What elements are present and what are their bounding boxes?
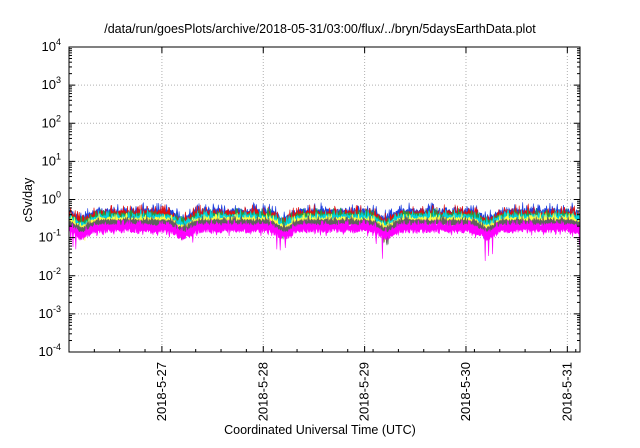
- y-tick-label: 104: [42, 37, 61, 54]
- y-tick-label: 101: [42, 151, 61, 168]
- x-axis-label: Coordinated Universal Time (UTC): [224, 423, 416, 437]
- x-tick-label: 2018-5-31: [559, 362, 574, 421]
- y-tick-exponent: -3: [53, 304, 61, 314]
- series-band-6: [68, 219, 581, 262]
- y-tick-exponent: 4: [56, 37, 61, 47]
- y-tick-exponent: -2: [53, 266, 61, 276]
- y-tick-label: 10-3: [39, 304, 61, 321]
- x-ticks: 2018-5-27 2018-5-28 2018-5-29 2018-5-30 2018…: [68, 47, 577, 421]
- x-tick-label: 2018-5-27: [154, 362, 169, 421]
- x-tick-label: 2018-5-28: [255, 362, 270, 421]
- grid: [69, 47, 580, 352]
- y-tick-label: 103: [42, 75, 61, 92]
- y-tick-exponent: -4: [53, 342, 61, 352]
- y-tick-exponent: 2: [56, 113, 61, 123]
- y-tick-label: 10-4: [39, 342, 61, 359]
- y-tick-exponent: 3: [56, 75, 61, 85]
- x-tick-label: 2018-5-30: [458, 362, 473, 421]
- y-tick-exponent: -1: [53, 228, 61, 238]
- y-tick-label: 100: [42, 190, 61, 207]
- y-tick-exponent: 0: [56, 190, 61, 200]
- y-tick-label: 10-1: [39, 228, 61, 245]
- y-tick-label: 102: [42, 113, 61, 130]
- plot-series: [68, 201, 581, 262]
- x-tick-label: 2018-5-29: [357, 362, 372, 421]
- y-tick-label: 10-2: [39, 266, 61, 283]
- chart-title: /data/run/goesPlots/archive/2018-05-31/0…: [104, 22, 536, 36]
- y-tick-exponent: 1: [56, 151, 61, 161]
